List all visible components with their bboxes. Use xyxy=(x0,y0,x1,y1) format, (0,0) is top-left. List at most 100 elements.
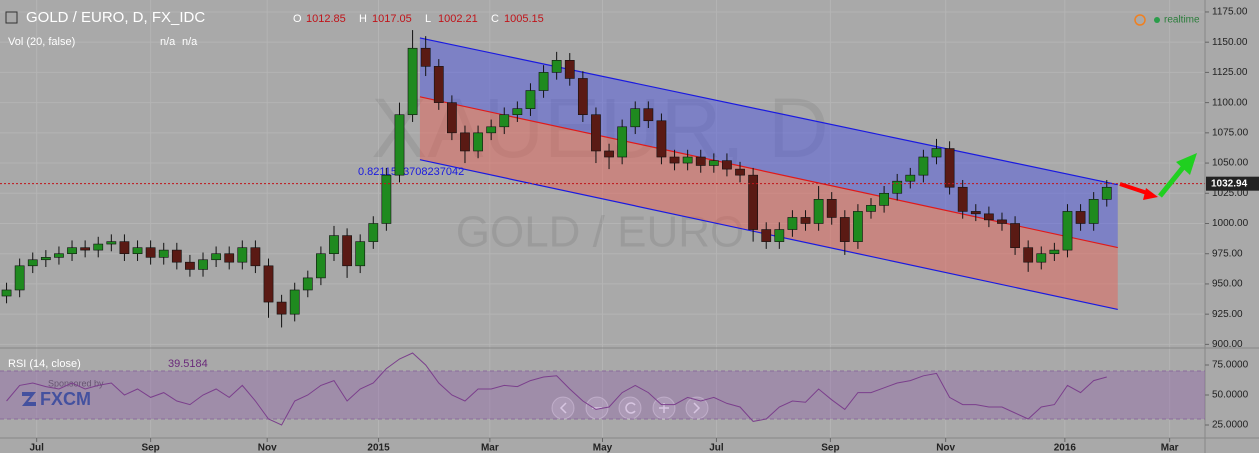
ohlc-value: 1005.15 xyxy=(504,13,544,25)
candle-body xyxy=(538,72,549,91)
candle-body xyxy=(800,217,811,224)
candle-body xyxy=(918,156,929,176)
candle-body xyxy=(879,192,889,206)
collapse-icon[interactable] xyxy=(5,11,18,24)
candle-body xyxy=(171,249,182,263)
candle-body xyxy=(957,186,968,212)
candle-body xyxy=(984,213,994,221)
rsi-tick-label: 25.0000 xyxy=(1212,420,1249,431)
x-tick-label: Nov xyxy=(258,443,277,453)
candle-body xyxy=(486,126,497,134)
sponsor-text: Sponsored by xyxy=(48,378,104,388)
candle-body xyxy=(1010,223,1020,248)
x-tick-label: Jul xyxy=(709,443,724,453)
candle-body xyxy=(250,247,261,267)
x-tick-label: 2016 xyxy=(1054,443,1077,453)
candle-body xyxy=(237,247,248,263)
candle-body xyxy=(342,235,352,267)
candle-body xyxy=(27,259,38,267)
candle-body xyxy=(198,259,208,270)
ohlc-value: 1017.05 xyxy=(372,13,412,25)
x-tick-label: May xyxy=(593,443,613,453)
ohlc-key: L xyxy=(425,13,431,25)
candle-body xyxy=(132,247,143,255)
candle-body xyxy=(185,261,195,270)
candle-body xyxy=(1023,247,1034,263)
candle-body xyxy=(316,253,326,279)
rsi-tick-label: 50.0000 xyxy=(1212,390,1249,401)
reset-icon xyxy=(625,402,636,414)
arrow-head xyxy=(1143,188,1158,200)
volume-label: Vol (20, false) xyxy=(8,36,75,48)
candle-body xyxy=(433,66,444,103)
last-price-label: 1032.94 xyxy=(1211,178,1248,189)
ohlc-value: 1002.21 xyxy=(438,13,478,25)
x-tick-label: Mar xyxy=(481,443,499,453)
candle-body xyxy=(302,277,313,291)
candle-body xyxy=(839,217,850,242)
candle-body xyxy=(1,289,12,297)
candle-body xyxy=(591,114,601,152)
y-tick-label: 1075.00 xyxy=(1212,127,1249,138)
candle-body xyxy=(1049,249,1060,255)
candle-body xyxy=(905,174,916,182)
candle-body xyxy=(394,114,405,176)
candle-body xyxy=(54,253,64,258)
sponsor-brand[interactable]: FXCM xyxy=(40,389,91,409)
candle-body xyxy=(564,60,575,79)
candle-body xyxy=(853,211,863,242)
x-tick-label: Nov xyxy=(936,443,955,453)
chart-title: GOLD / EURO, D, FX_IDC xyxy=(26,9,205,26)
candle-body xyxy=(446,102,457,134)
candle-body xyxy=(682,156,693,164)
candle-body xyxy=(145,247,156,258)
x-tick-label: Sep xyxy=(141,443,159,453)
candle-body xyxy=(748,174,759,230)
candle-body xyxy=(761,229,772,242)
ohlc-key: C xyxy=(491,13,499,25)
last-price-box xyxy=(1206,176,1259,191)
candle-body xyxy=(512,108,523,116)
clock-icon[interactable] xyxy=(1134,14,1146,26)
candle-body xyxy=(787,217,798,230)
candle-body xyxy=(460,132,470,152)
candle-body xyxy=(695,156,706,166)
arrow xyxy=(1158,163,1187,198)
arrow-head xyxy=(1176,153,1197,175)
rsi-tick-label: 75.0000 xyxy=(1212,360,1249,371)
nav-icons xyxy=(559,402,701,414)
candle-body xyxy=(381,174,392,224)
candle-body xyxy=(158,249,169,258)
candle-body xyxy=(211,253,221,261)
candle-body xyxy=(14,265,25,291)
candle-body xyxy=(355,241,366,267)
y-tick-label: 1050.00 xyxy=(1212,158,1249,169)
candle-body xyxy=(1101,186,1112,200)
candle-body xyxy=(577,78,588,116)
y-tick-label: 900.00 xyxy=(1212,339,1243,350)
rsi-value: 39.5184 xyxy=(168,358,208,370)
candle-body xyxy=(93,243,104,251)
rsi-line xyxy=(6,352,1107,426)
candle-body xyxy=(289,289,300,315)
volume-value: n/a xyxy=(182,36,198,48)
volume-value: n/a xyxy=(160,36,176,48)
candle-body xyxy=(119,241,130,255)
candle-body xyxy=(224,253,235,263)
candle-body xyxy=(80,247,91,251)
rsi-label: RSI (14, close) xyxy=(8,358,81,370)
fxcm-logo xyxy=(22,392,36,406)
channel-upper-fill xyxy=(419,37,1118,248)
candle-body xyxy=(722,160,732,170)
candle-body xyxy=(826,199,837,218)
candle-body xyxy=(1075,211,1086,224)
candle-body xyxy=(617,126,628,158)
status: realtime xyxy=(1164,15,1200,26)
x-tick-label: Sep xyxy=(821,443,839,453)
candle-body xyxy=(525,90,536,109)
candle-body xyxy=(67,247,77,255)
candle-body xyxy=(40,257,51,261)
candle-body xyxy=(473,132,483,152)
y-tick-label: 1150.00 xyxy=(1212,37,1248,48)
